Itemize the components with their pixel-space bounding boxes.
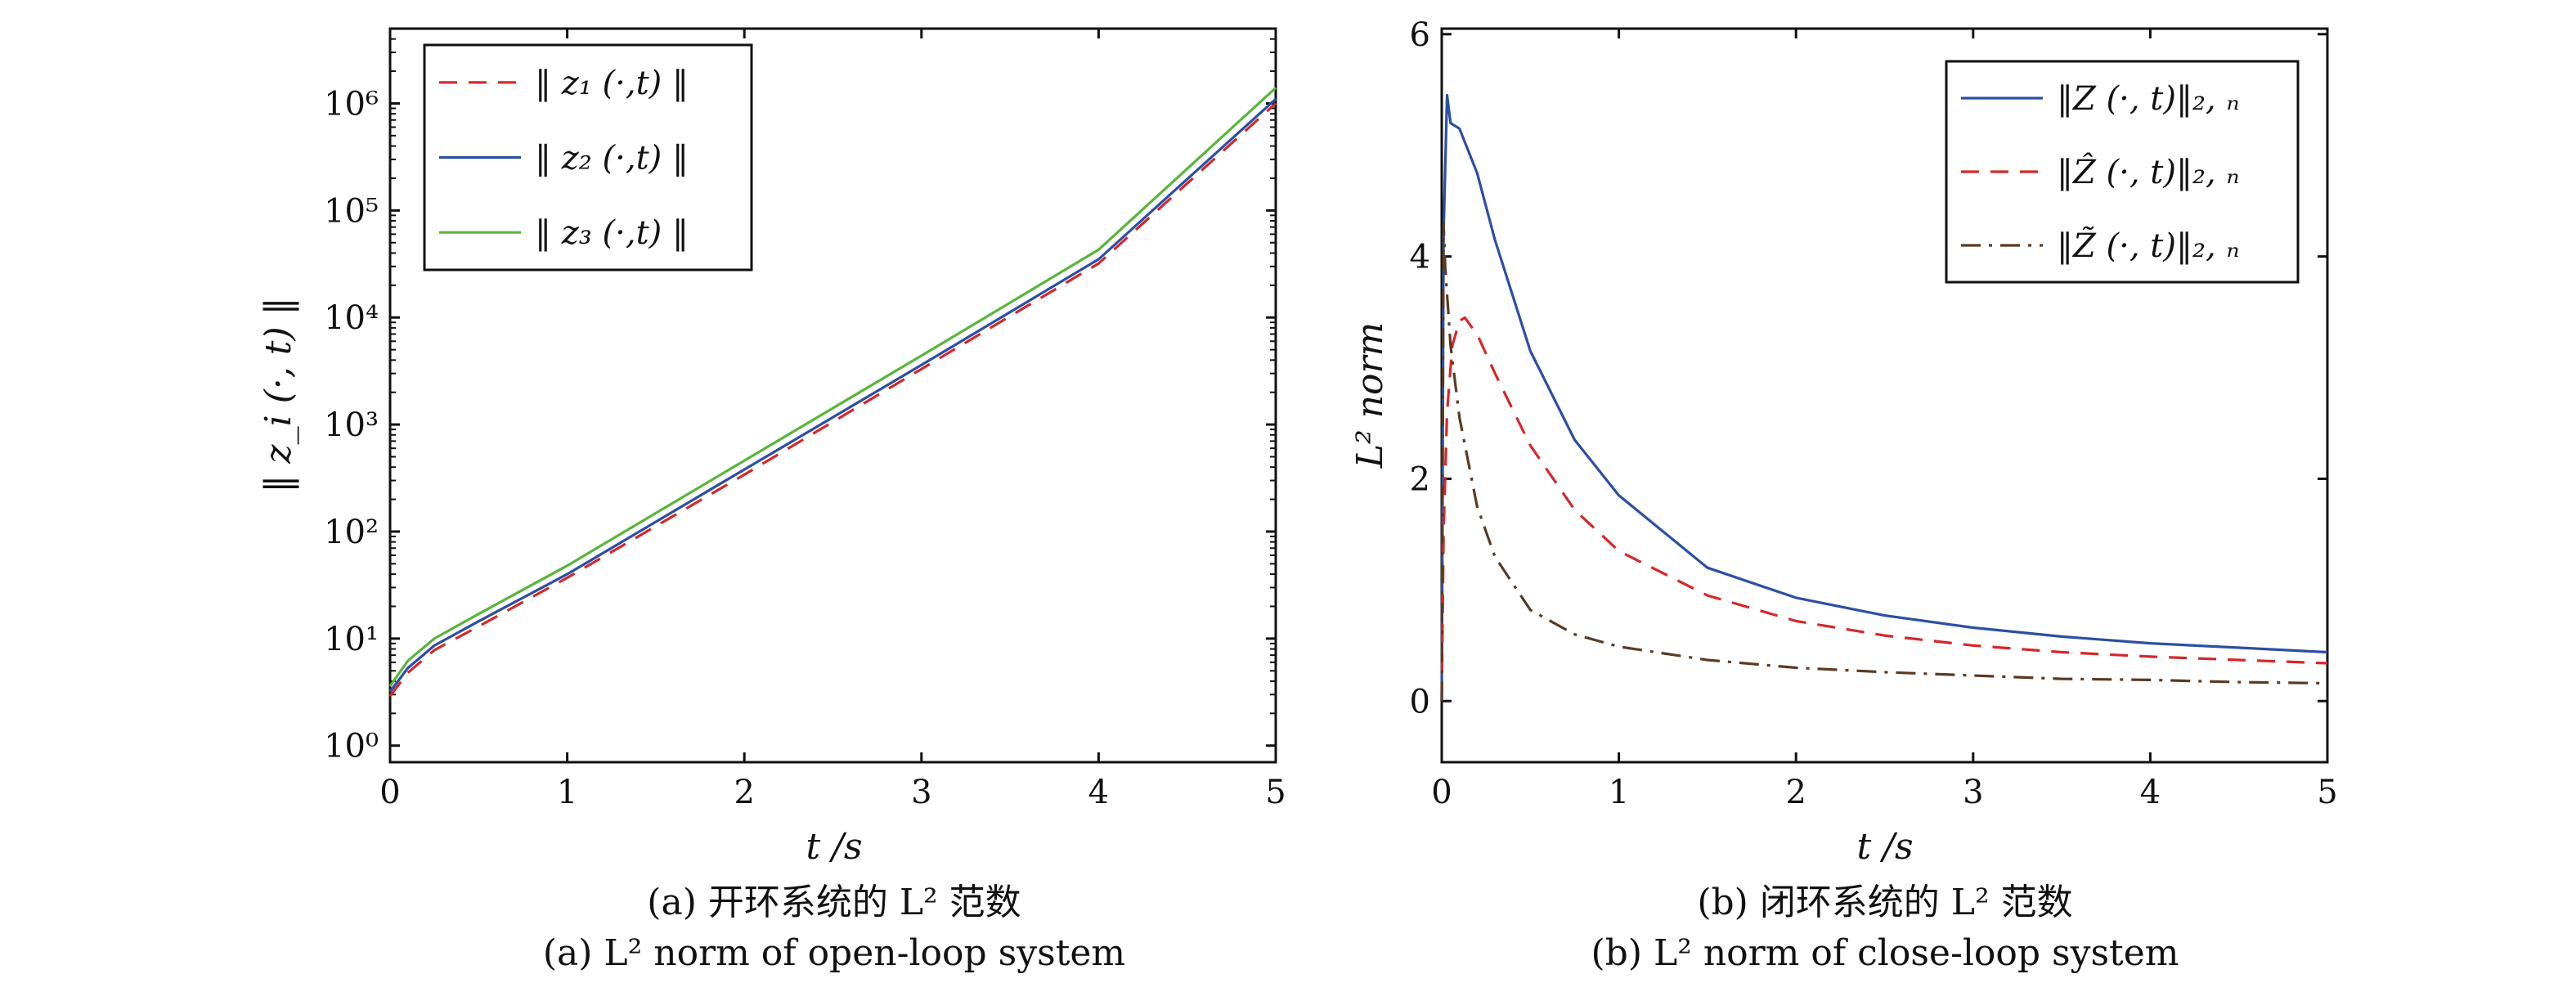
- legend-label: ‖Ẑ (·, t)‖₂, ₙ: [2057, 153, 2240, 191]
- legend-label: ‖ z₂ (·,t) ‖: [535, 140, 689, 177]
- series-line-red: [1440, 316, 2328, 702]
- x-axis-label: t /s: [806, 826, 862, 868]
- series-lines: [1440, 93, 2328, 702]
- y-tick-label: 0: [1410, 683, 1430, 720]
- y-axis-label: ‖ z_i (·, t) ‖: [258, 297, 299, 492]
- x-tick-label: 4: [2140, 774, 2161, 811]
- y-tick-label: 10²: [324, 514, 379, 551]
- y-tick-label: 4: [1410, 239, 1430, 276]
- x-tick-label: 4: [1088, 774, 1109, 811]
- caption-cn: (b) 闭环系统的 L² 范数: [1697, 882, 2072, 923]
- x-tick-label: 2: [734, 774, 754, 811]
- series-lines: [388, 87, 1277, 698]
- y-tick-label: 6: [1410, 16, 1430, 54]
- x-tick-label: 5: [2317, 774, 2337, 811]
- y-tick-label: 10⁶: [324, 85, 379, 123]
- y-tick-label: 10⁵: [324, 192, 379, 230]
- x-tick-label: 5: [1265, 774, 1286, 811]
- x-tick-label: 0: [1431, 774, 1452, 811]
- y-tick-label: 2: [1410, 460, 1430, 498]
- series-line-blue: [1440, 93, 2328, 702]
- axis-ticks: 0 1 2 3 4 5 10⁰ 10¹ 10² 10³ 10⁴ 10⁵ 10⁶: [324, 28, 1286, 811]
- x-tick-label: 0: [379, 774, 400, 811]
- x-tick-label: 3: [1963, 774, 1983, 811]
- legend-label: ‖ z₃ (·,t) ‖: [535, 214, 689, 252]
- axis-ticks: 0 1 2 3 4 5 0 2 4 6: [1410, 16, 2338, 811]
- y-tick-label: 10³: [324, 406, 379, 444]
- caption-en: (a) L² norm of open-loop system: [543, 932, 1125, 974]
- x-tick-label: 1: [1609, 774, 1629, 811]
- x-axis-label: t /s: [1856, 826, 1913, 868]
- caption-en: (b) L² norm of close-loop system: [1591, 932, 2179, 974]
- legend-label: ‖Z̃ (·, t)‖₂, ₙ: [2057, 227, 2240, 265]
- legend-label: ‖Z (·, t)‖₂, ₙ: [2057, 80, 2240, 118]
- caption-cn: (a) 开环系统的 L² 范数: [647, 882, 1021, 923]
- y-tick-label: 10⁴: [324, 299, 379, 337]
- x-tick-label: 1: [557, 774, 577, 811]
- x-tick-label: 3: [911, 774, 931, 811]
- series-line-green: [388, 87, 1277, 687]
- open-loop-chart: 0 1 2 3 4 5 10⁰ 10¹ 10² 10³ 10⁴ 10⁵ 10⁶ ‖ z₁ (·,t) ‖…: [258, 27, 1286, 974]
- y-axis-label: L² norm: [1349, 322, 1391, 469]
- series-line-brown: [1440, 222, 2328, 702]
- y-tick-label: 10¹: [324, 621, 379, 658]
- y-tick-label: 10⁰: [324, 728, 379, 765]
- x-tick-label: 2: [1785, 774, 1806, 811]
- series-line-red: [388, 102, 1277, 698]
- series-line-blue: [388, 97, 1277, 693]
- legend: ‖Z (·, t)‖₂, ₙ ‖Ẑ (·, t)‖₂, ₙ ‖Z̃ (·, t)‖₂…: [1945, 60, 2300, 284]
- legend-label: ‖ z₁ (·,t) ‖: [535, 65, 689, 102]
- plot-frame: [388, 27, 1277, 764]
- legend: ‖ z₁ (·,t) ‖ ‖ z₂ (·,t) ‖ ‖ z₃ (·,t) ‖: [423, 43, 753, 272]
